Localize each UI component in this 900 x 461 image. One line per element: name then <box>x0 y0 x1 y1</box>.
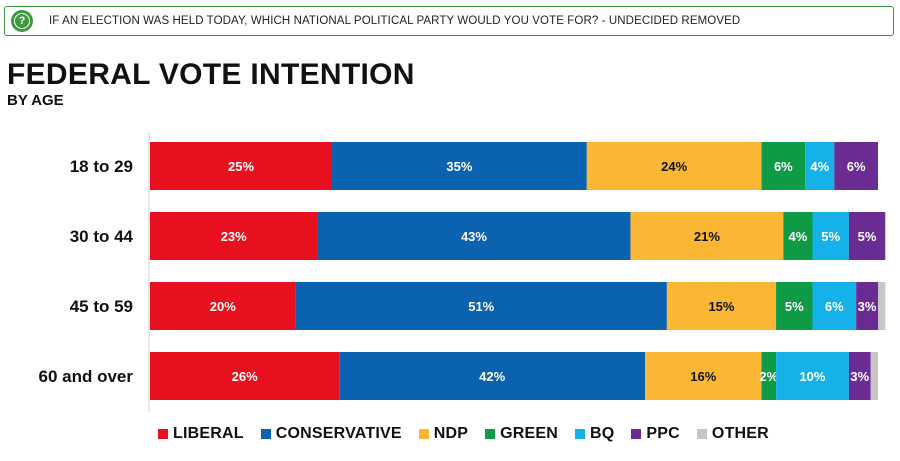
legend-label: PPC <box>646 425 680 442</box>
legend-swatch <box>696 429 707 439</box>
data-label: 5% <box>821 229 840 244</box>
data-label: 3% <box>858 299 877 314</box>
data-label: 51% <box>468 299 494 314</box>
legend-label: OTHER <box>711 425 769 442</box>
data-label: 43% <box>461 229 487 244</box>
data-label: 35% <box>446 159 472 174</box>
data-label: 6% <box>774 159 793 174</box>
data-label: 42% <box>479 369 505 384</box>
bar-segment-conservative <box>317 212 631 260</box>
legend-label: NDP <box>433 425 469 442</box>
data-label: 4% <box>789 229 808 244</box>
bar-segment-liberal <box>150 352 340 400</box>
legend-swatch <box>631 429 642 439</box>
legend-item-green: GREEN <box>485 425 558 443</box>
bar-segment-liberal <box>150 212 318 260</box>
legend-swatch <box>418 429 429 439</box>
legend-swatch <box>158 429 168 439</box>
question-banner: ? IF AN ELECTION WAS HELD TODAY, WHICH N… <box>4 6 894 36</box>
bar-segment-ppc <box>848 212 886 260</box>
bar-segment-liberal <box>150 142 332 190</box>
bar-segment-ndp <box>645 352 762 400</box>
data-label: 26% <box>232 369 258 384</box>
bar-segment-green <box>776 282 813 330</box>
bar-segment-other <box>878 282 886 330</box>
category-label: 45 to 59 <box>70 297 133 316</box>
legend-item-other: OTHER <box>696 425 769 443</box>
data-label: 23% <box>221 229 247 244</box>
bar-segment-bq <box>776 352 849 400</box>
bar-segment-ppc <box>856 282 878 330</box>
bar-segment-ppc <box>848 352 871 400</box>
chart-title: FEDERAL VOTE INTENTION <box>7 58 415 91</box>
legend-item-liberal: LIBERAL <box>158 425 244 443</box>
legend-label: BQ <box>590 425 615 442</box>
bar-segment-ndp <box>666 282 777 330</box>
bar-segment-conservative <box>332 142 587 190</box>
bar-segment-ppc <box>834 142 878 190</box>
chart-legend: LIBERAL CONSERVATIVE NDP GREEN BQ PPC OTHER <box>158 424 786 444</box>
legend-label: CONSERVATIVE <box>275 425 402 442</box>
legend-item-bq: BQ <box>575 425 614 443</box>
data-label: 21% <box>694 229 720 244</box>
bar-segment-other <box>870 352 878 400</box>
legend-swatch <box>575 429 586 439</box>
data-label: 16% <box>690 369 716 384</box>
bar-segment-liberal <box>150 282 296 330</box>
chart-subtitle: BY AGE <box>7 92 64 109</box>
data-label: 24% <box>661 159 687 174</box>
question-circle-icon: ? <box>11 10 33 32</box>
legend-label: GREEN <box>500 425 559 442</box>
bar-segment-conservative <box>339 352 646 400</box>
bar-segment-green <box>783 212 813 260</box>
data-label: 6% <box>847 159 866 174</box>
data-label: 20% <box>210 299 236 314</box>
legend-swatch <box>485 429 496 439</box>
data-label: 10% <box>799 369 825 384</box>
question-text: IF AN ELECTION WAS HELD TODAY, WHICH NAT… <box>49 15 741 27</box>
bar-segment-ndp <box>630 212 784 260</box>
bar-segment-ndp <box>586 142 762 190</box>
bar-segment-bq <box>805 142 835 190</box>
legend-label: LIBERAL <box>173 425 244 442</box>
data-label: 25% <box>228 159 254 174</box>
category-label: 18 to 29 <box>70 157 133 176</box>
data-label: 5% <box>785 299 804 314</box>
bar-segment-green <box>761 142 806 190</box>
data-label: 3% <box>850 369 869 384</box>
data-label: 2% <box>759 369 778 384</box>
bar-segment-green <box>761 352 777 400</box>
data-label: 4% <box>810 159 829 174</box>
category-label: 60 and over <box>39 367 134 386</box>
legend-swatch <box>260 429 271 439</box>
data-label: 6% <box>825 299 844 314</box>
legend-item-ppc: PPC <box>631 425 680 443</box>
bar-segment-bq <box>812 282 857 330</box>
legend-item-ndp: NDP <box>418 425 469 443</box>
legend-item-conservative: CONSERVATIVE <box>260 425 402 443</box>
data-label: 15% <box>708 299 734 314</box>
bar-segment-bq <box>812 212 849 260</box>
data-label: 5% <box>858 229 877 244</box>
category-label: 30 to 44 <box>70 227 134 246</box>
bar-segment-conservative <box>295 282 667 330</box>
